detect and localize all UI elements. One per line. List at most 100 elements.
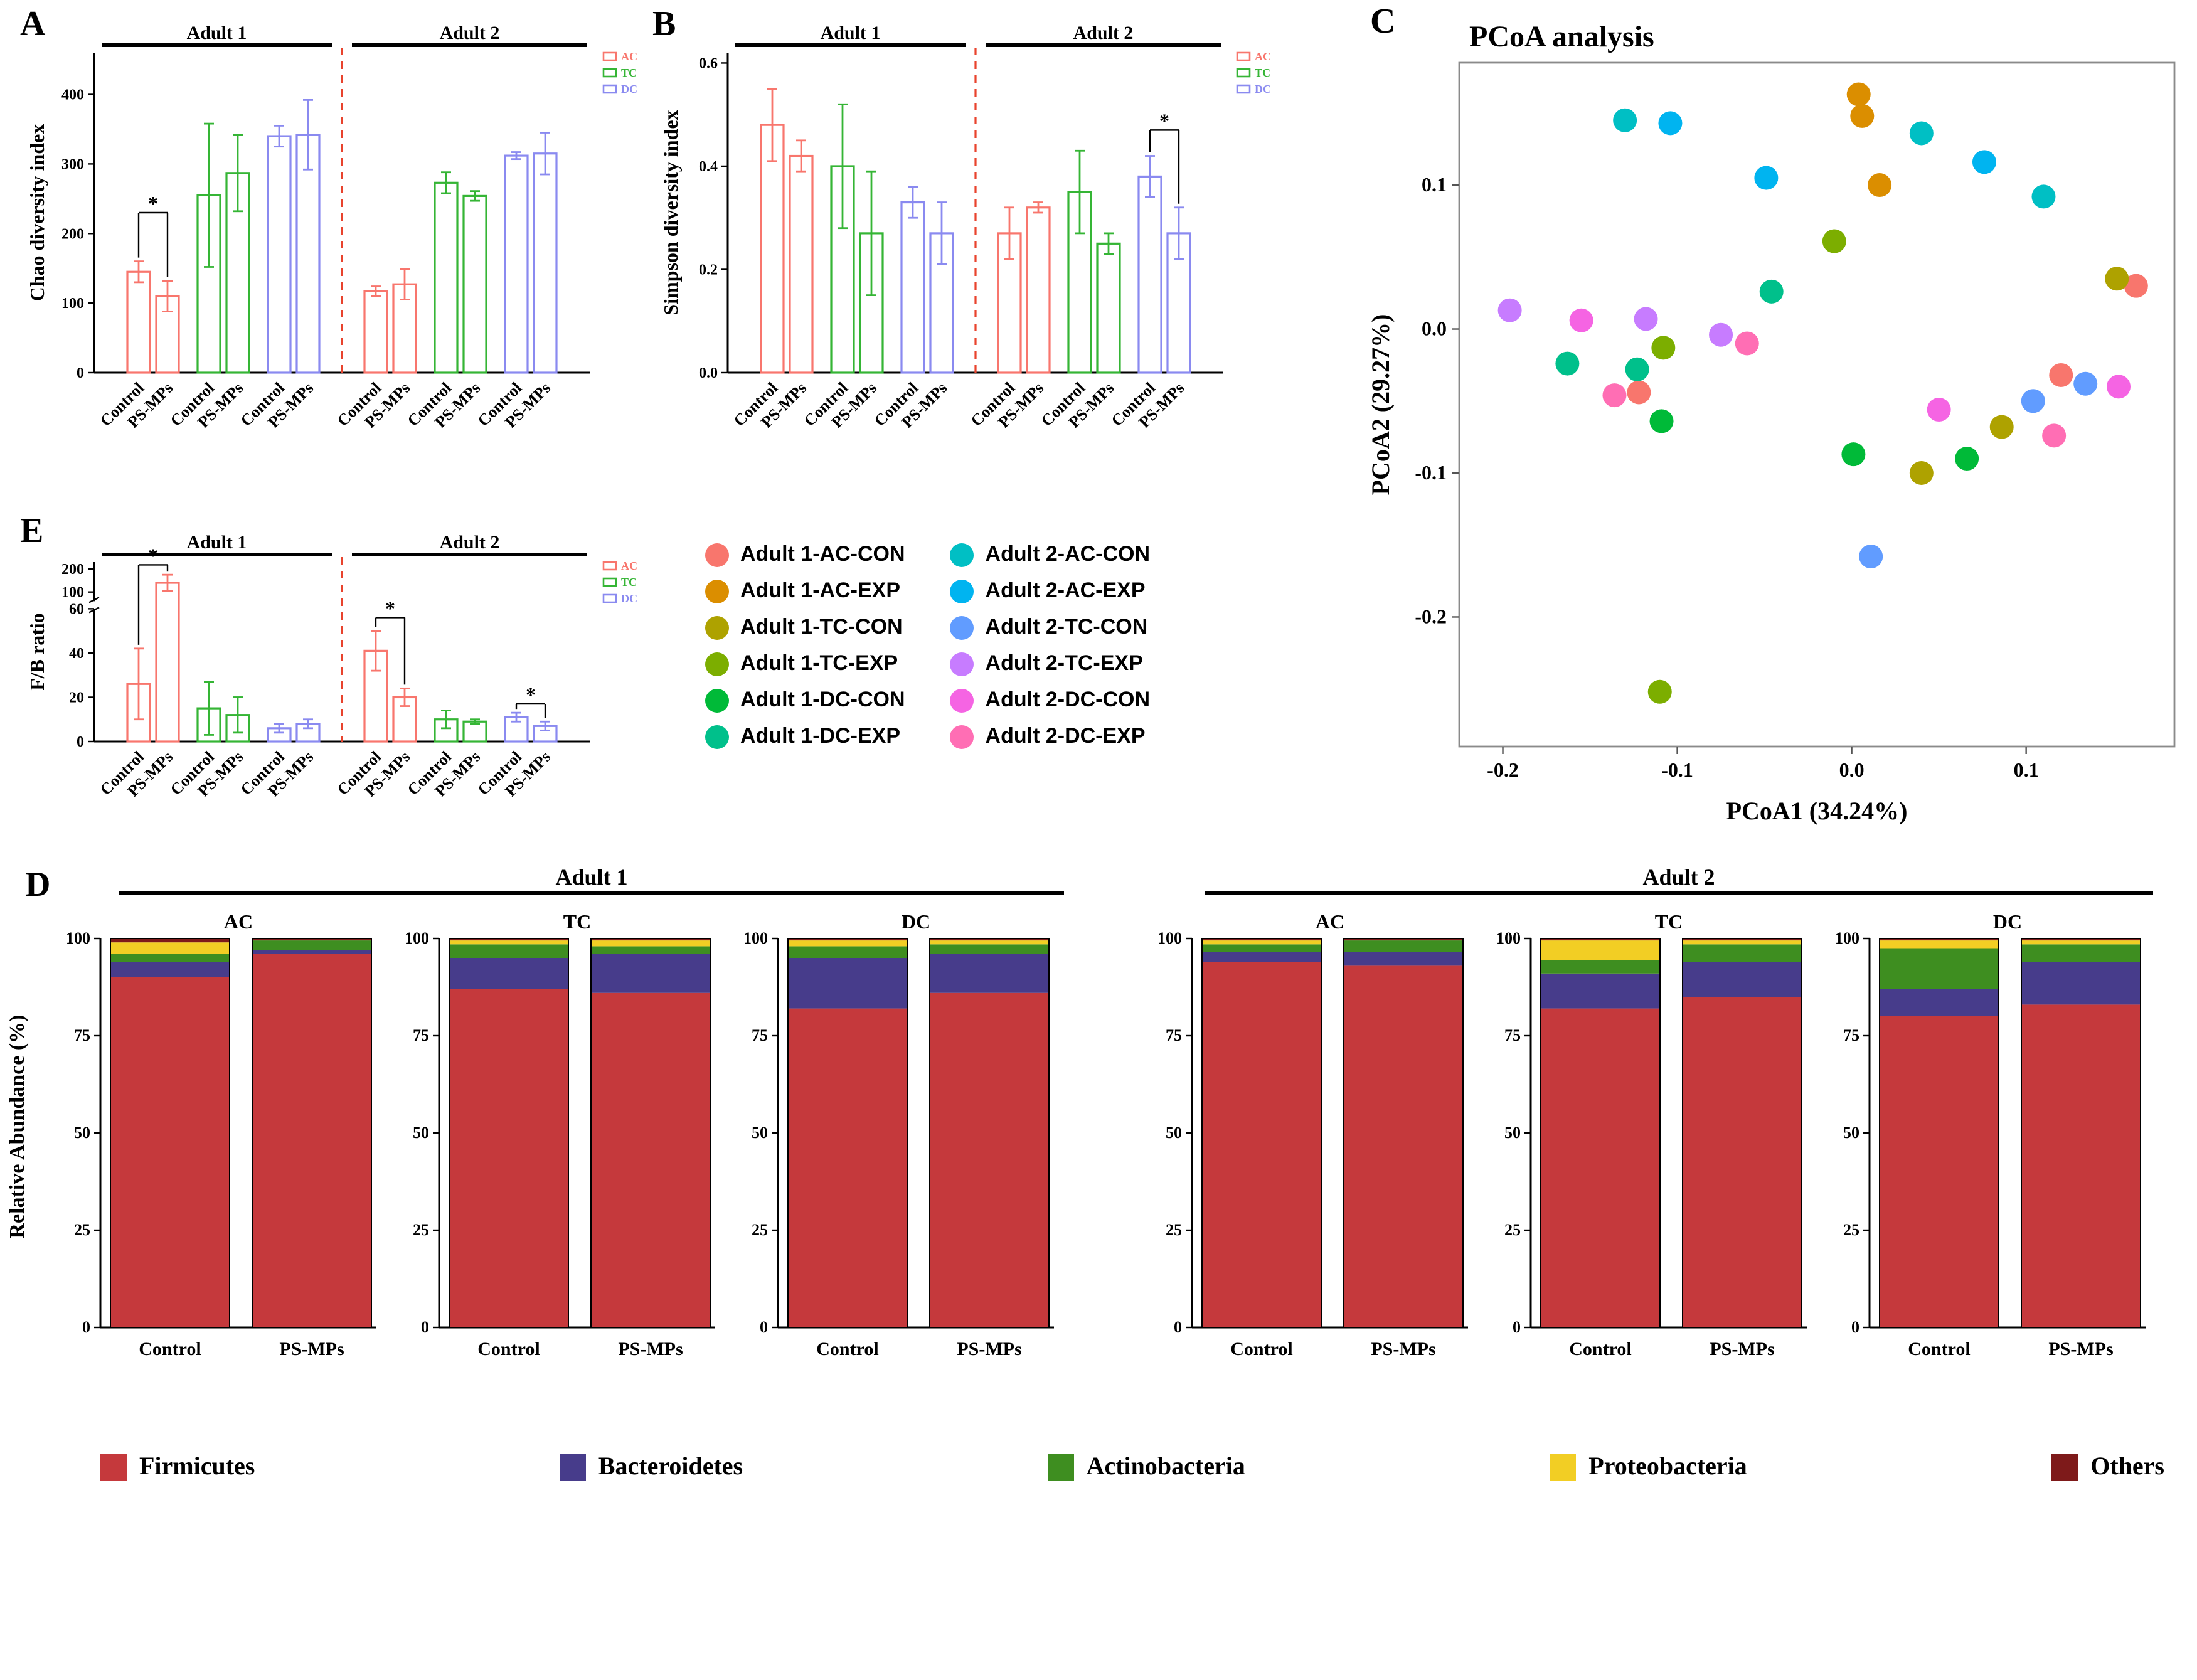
scatter-point xyxy=(1651,336,1676,360)
group-color-dot xyxy=(705,688,729,712)
abundance-subplot-adult2-dc: 0 25 50 75 100 DC Control PS-MPs xyxy=(1835,911,2146,1359)
stack-segment-firmicutes xyxy=(1683,997,1802,1327)
chao-diversity-chart: 0 100 200 300 400 Chao diversity index Control… xyxy=(25,15,659,498)
stack-segment-bacteroidetes xyxy=(1880,989,1999,1016)
group-color-dot xyxy=(950,579,974,603)
x-tick-label: PS-MPs xyxy=(279,1339,344,1359)
y-tick-label: 100 xyxy=(66,929,90,947)
y-tick-label: 25 xyxy=(1504,1221,1521,1239)
x-axis-title: PCoA1 (34.24%) xyxy=(1726,797,1908,825)
phyla-legend-item: Actinobacteria xyxy=(1047,1453,1245,1482)
subplot-title: AC xyxy=(224,911,253,933)
subplot-title: TC xyxy=(1655,911,1683,933)
x-tick-label: Control xyxy=(1230,1339,1292,1359)
scatter-point xyxy=(1759,279,1784,304)
significance-star: * xyxy=(148,544,158,566)
scatter-point xyxy=(1846,82,1871,107)
group-legend-item: Adult 1-TC-EXP xyxy=(705,651,905,676)
phyla-legend-item: Proteobacteria xyxy=(1550,1453,1747,1482)
phyla-legend-item: Bacteroidetes xyxy=(559,1453,743,1482)
y-tick-label: 75 xyxy=(74,1026,90,1045)
scatter-point xyxy=(1909,461,1934,485)
group-legend-label: Adult 1-DC-EXP xyxy=(740,724,900,748)
x-tick-label: Control xyxy=(1569,1339,1631,1359)
y-tick-label: 0 xyxy=(1851,1318,1859,1336)
y-tick-label: 0 xyxy=(77,365,84,381)
series-swatch xyxy=(1236,84,1251,94)
y-tick-label: 0.1 xyxy=(1422,173,1447,196)
stack-segment-firmicutes xyxy=(1880,1016,1999,1327)
stack-segment-bacteroidetes xyxy=(252,950,371,954)
stack-segment-others xyxy=(110,938,230,943)
series-swatch xyxy=(602,577,617,587)
stack-segment-others xyxy=(2021,938,2141,941)
scatter-point xyxy=(1613,108,1637,132)
phylum-color-swatch xyxy=(1550,1454,1577,1481)
stack-segment-bacteroidetes xyxy=(1541,973,1660,1009)
bar xyxy=(363,649,388,743)
y-axis-title: Chao diversity index xyxy=(26,124,48,302)
adult-group-title: Adult 2 xyxy=(440,532,500,553)
abundance-subplot-adult1-ac: 0 25 50 75 100 AC Control PS-MPs xyxy=(66,911,376,1359)
group-legend-label: Adult 1-TC-EXP xyxy=(740,651,898,675)
group-legend-label: Adult 2-AC-CON xyxy=(985,542,1151,566)
group-legend-label: Adult 2-AC-EXP xyxy=(985,578,1146,602)
stack-segment-firmicutes xyxy=(788,1008,907,1327)
y-tick-label: 100 xyxy=(1496,929,1521,947)
y-tick-label: 100 xyxy=(405,929,429,947)
phylum-color-swatch xyxy=(100,1454,127,1481)
stack-segment-actinobacteria xyxy=(1344,940,1463,952)
y-tick-label: 100 xyxy=(61,585,84,601)
stack-segment-firmicutes xyxy=(591,992,710,1327)
stack-segment-firmicutes xyxy=(1202,962,1321,1327)
bar-outline xyxy=(449,938,569,1328)
x-tick-label: -0.1 xyxy=(1661,758,1693,781)
abundance-subplot-adult2-tc: 0 25 50 75 100 TC Control PS-MPs xyxy=(1496,911,1807,1359)
stack-segment-actinobacteria xyxy=(252,940,371,950)
stack-segment-bacteroidetes xyxy=(1683,962,1802,997)
bar-outline xyxy=(1540,938,1661,1328)
y-tick-label: 50 xyxy=(752,1124,768,1142)
scatter-point xyxy=(1868,173,1892,198)
phylum-legend-label: Firmicutes xyxy=(139,1453,255,1481)
series-legend-label: DC xyxy=(621,592,637,605)
phylum-color-swatch xyxy=(2051,1454,2078,1481)
y-tick-label: 0.0 xyxy=(1422,317,1447,340)
stack-segment-bacteroidetes xyxy=(930,954,1049,993)
subplot-title: TC xyxy=(563,911,591,933)
group-legend-item: Adult 2-TC-EXP xyxy=(950,651,1151,676)
group-legend-item: Adult 2-AC-EXP xyxy=(950,578,1151,603)
panel-letter-c: C xyxy=(1370,3,1396,41)
abundance-subplot-adult1-tc: 0 25 50 75 100 TC Control PS-MPs xyxy=(405,911,715,1359)
stack-segment-others xyxy=(1344,938,1463,941)
stack-segment-bacteroidetes xyxy=(1344,952,1463,966)
scatter-point xyxy=(1822,229,1846,253)
series-swatch xyxy=(602,51,617,61)
bar-outline xyxy=(1879,938,1999,1328)
panel-letter-d: D xyxy=(25,866,51,905)
scatter-point xyxy=(2105,267,2129,291)
stack-segment-proteobacteria xyxy=(1683,940,1802,945)
bar xyxy=(295,134,321,374)
y-tick-label: 25 xyxy=(752,1221,768,1239)
bar xyxy=(462,194,487,374)
bar-outline xyxy=(1682,938,1802,1328)
y-tick-label: 400 xyxy=(61,87,84,104)
group-legend-column: Adult 1-AC-CON Adult 1-AC-EXP Adult 1-TC-C… xyxy=(705,542,905,749)
panel-letter-e: E xyxy=(20,512,44,551)
y-tick-label: 75 xyxy=(1504,1026,1521,1045)
scatter-point xyxy=(2021,389,2045,413)
stack-segment-actinobacteria xyxy=(930,944,1049,954)
scatter-point xyxy=(1647,679,1672,704)
pcoa-group-legend: Adult 1-AC-CON Adult 1-AC-EXP Adult 1-TC-C… xyxy=(705,542,1150,749)
x-tick-label: PS-MPs xyxy=(1371,1339,1435,1359)
y-tick-label: 25 xyxy=(1166,1221,1182,1239)
x-tick-label: Control xyxy=(816,1339,878,1359)
stack-segment-others xyxy=(591,938,710,941)
stack-segment-bacteroidetes xyxy=(449,958,568,989)
scatter-point xyxy=(1627,380,1651,405)
y-tick-label: 50 xyxy=(1504,1124,1521,1142)
series-swatch xyxy=(1236,51,1251,61)
